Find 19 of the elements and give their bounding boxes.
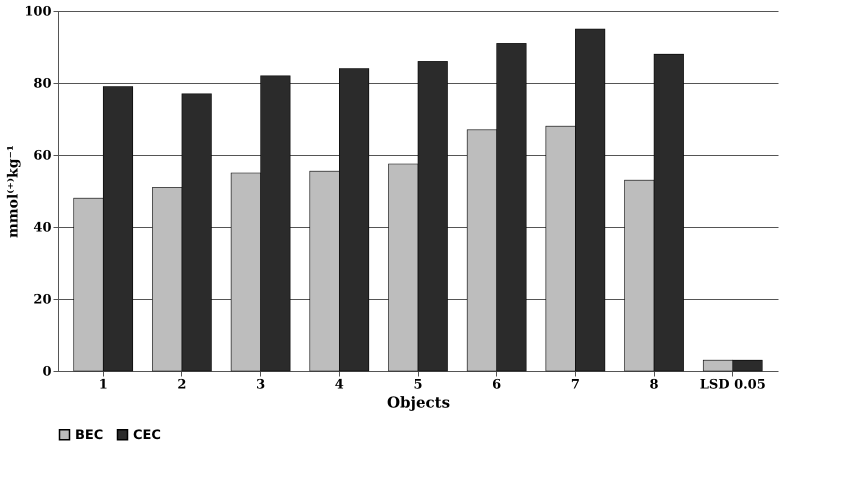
legend-label: BEC: [75, 428, 104, 443]
y-tick-label: 60: [33, 148, 52, 164]
y-tick-label: 40: [33, 220, 52, 236]
x-tick-label: 4: [334, 378, 344, 392]
y-axis-title: mmol⁽⁺⁾kg⁻¹: [5, 144, 22, 238]
y-tick-label: 80: [33, 76, 52, 92]
x-tick-label: 6: [492, 378, 502, 392]
y-tick-label: 0: [42, 364, 52, 380]
x-tick-label: 8: [650, 378, 659, 392]
x-tick-label: 3: [256, 378, 266, 392]
x-tick-label: 7: [570, 378, 580, 392]
x-tick-label: 1: [98, 378, 108, 392]
y-tick-label: 100: [24, 4, 52, 20]
x-tick-label: LSD 0.05: [700, 378, 766, 392]
x-axis-title: Objects: [386, 394, 450, 412]
x-tick-label: 2: [177, 378, 186, 392]
y-tick-label: 20: [33, 292, 52, 308]
legend-label: CEC: [133, 428, 161, 443]
x-tick-label: 5: [413, 378, 423, 392]
